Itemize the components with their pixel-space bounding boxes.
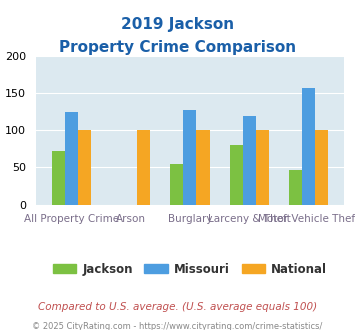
Text: 2019 Jackson: 2019 Jackson: [121, 16, 234, 31]
Text: Compared to U.S. average. (U.S. average equals 100): Compared to U.S. average. (U.S. average …: [38, 302, 317, 312]
Bar: [78, 130, 91, 205]
Bar: [315, 130, 328, 205]
Bar: [302, 88, 315, 205]
Bar: [184, 110, 196, 205]
Bar: [137, 130, 150, 205]
Bar: [51, 151, 65, 205]
Legend: Jackson, Missouri, National: Jackson, Missouri, National: [48, 258, 332, 280]
Bar: [289, 170, 302, 205]
Bar: [230, 145, 243, 205]
Text: Property Crime Comparison: Property Crime Comparison: [59, 40, 296, 54]
Bar: [65, 112, 78, 205]
Text: © 2025 CityRating.com - https://www.cityrating.com/crime-statistics/: © 2025 CityRating.com - https://www.city…: [32, 322, 323, 330]
Bar: [170, 164, 184, 205]
Bar: [196, 130, 209, 205]
Bar: [243, 115, 256, 205]
Bar: [256, 130, 269, 205]
